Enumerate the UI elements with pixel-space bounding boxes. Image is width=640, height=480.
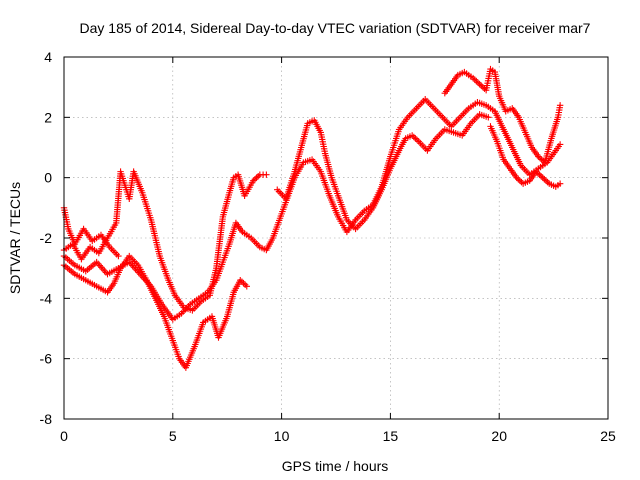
y-tick-label: 2 — [44, 109, 52, 125]
y-tick-label: -2 — [40, 230, 53, 246]
data-point — [263, 171, 270, 178]
x-tick-label: 20 — [491, 428, 507, 444]
data-point — [556, 102, 564, 109]
series-track-5 — [441, 65, 564, 166]
y-tick-label: 0 — [44, 170, 52, 186]
x-tick-label: 25 — [600, 428, 616, 444]
tick-label-layer: 0 5 10 15 20 25 -8 -6 -4 -2 0 2 4 — [40, 49, 616, 444]
y-tick-label: -8 — [40, 411, 53, 427]
y-tick-label: 4 — [44, 49, 52, 65]
tick-layer — [63, 56, 609, 420]
series-track-7 — [60, 204, 122, 260]
data-point — [556, 180, 564, 187]
data-point — [556, 141, 564, 148]
series-track-2 — [60, 168, 270, 314]
chart-title: Day 185 of 2014, Sidereal Day-to-day VTE… — [80, 20, 591, 36]
data-point — [485, 114, 492, 121]
x-tick-label: 10 — [274, 428, 290, 444]
y-tick-label: -4 — [40, 290, 53, 306]
series-layer — [60, 65, 564, 371]
y-tick-label: -6 — [40, 351, 53, 367]
data-point — [115, 252, 122, 260]
x-tick-label: 15 — [383, 428, 399, 444]
series-track-6 — [487, 123, 564, 190]
series-track-3 — [60, 252, 250, 371]
data-point — [243, 283, 250, 290]
x-axis-label: GPS time / hours — [282, 458, 389, 474]
series-track-4 — [274, 111, 492, 233]
x-tick-label: 5 — [169, 428, 177, 444]
y-axis-label: SDTVAR / TECUs — [7, 182, 23, 294]
x-tick-label: 0 — [60, 428, 68, 444]
